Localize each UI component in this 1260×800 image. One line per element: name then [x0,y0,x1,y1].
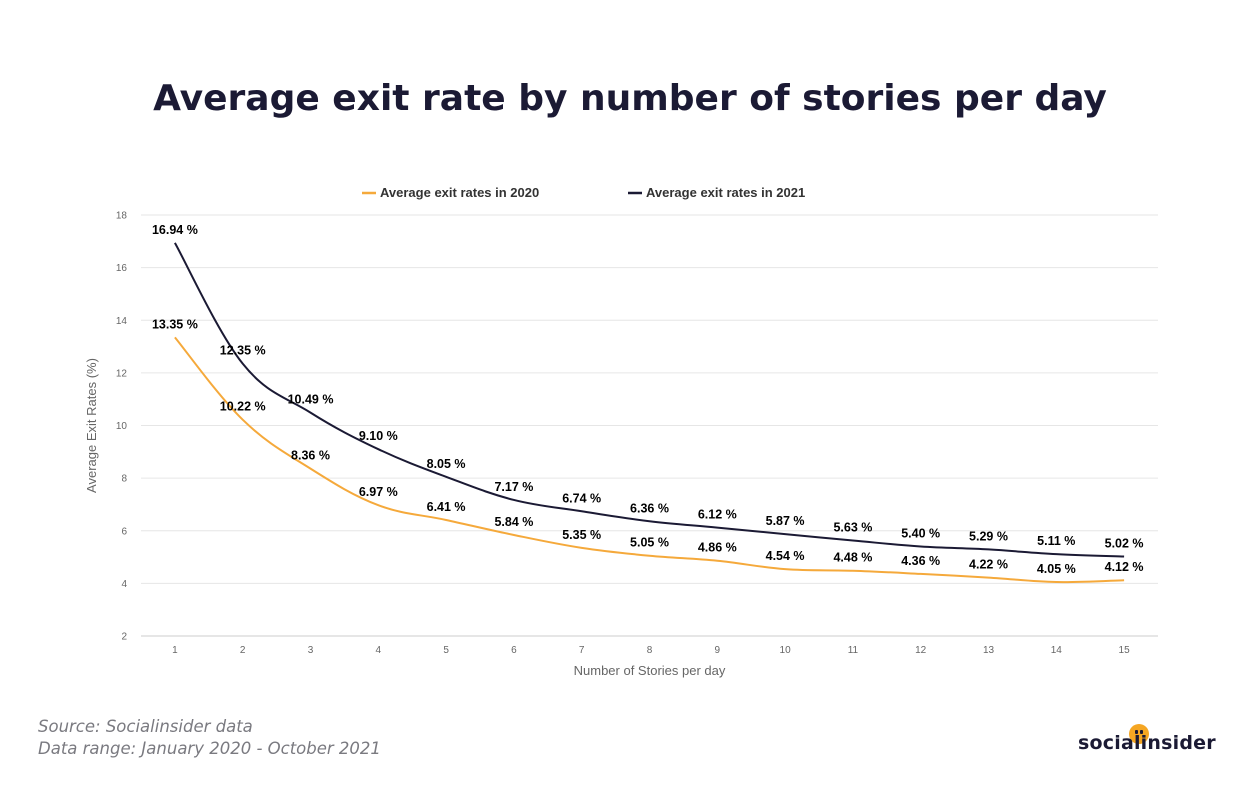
source-line: Source: Socialinsider data [38,717,253,736]
x-tick-label: 11 [848,645,859,656]
data-label: 7.17 % [494,480,533,494]
logo-eye [1135,730,1138,734]
x-tick-label: 5 [443,645,449,656]
data-label: 4.48 % [833,551,872,565]
source-note: Source: Socialinsider data Data range: J… [38,716,381,760]
data-label: 5.35 % [562,528,601,542]
data-label: 13.35 % [152,317,198,331]
data-label: 5.11 % [1037,534,1075,548]
y-tick-label: 6 [121,526,127,537]
y-tick-label: 10 [116,421,128,432]
legend-label: Average exit rates in 2020 [380,185,539,200]
data-label: 6.74 % [562,491,601,505]
chart-title: Average exit rate by number of stories p… [153,78,1107,119]
x-axis-title: Number of Stories per day [574,663,726,678]
data-label: 10.22 % [220,400,266,414]
data-label: 4.86 % [698,541,737,555]
x-tick-label: 7 [579,645,585,656]
data-label: 5.05 % [630,536,669,550]
y-tick-label: 2 [121,632,127,643]
legend-label: Average exit rates in 2021 [646,185,805,200]
data-label: 5.87 % [766,514,805,528]
series-line-2020 [174,336,1125,584]
x-tick-label: 1 [172,645,178,656]
x-tick-label: 12 [915,645,927,656]
socialinsider-logo: socialinsider [1078,722,1218,762]
data-label: 12.35 % [220,344,266,358]
x-tick-label: 13 [983,645,995,656]
y-tick-label: 4 [121,579,127,590]
y-tick-label: 8 [121,474,127,485]
data-label: 16.94 % [152,223,198,237]
x-tick-label: 15 [1119,645,1131,656]
x-tick-label: 14 [1051,645,1063,656]
x-tick-label: 9 [715,645,721,656]
data-label: 8.05 % [427,457,466,471]
data-label: 4.54 % [766,549,805,563]
x-tick-label: 10 [780,645,792,656]
data-label: 5.40 % [901,527,940,541]
y-tick-label: 18 [116,211,128,222]
data-label: 5.63 % [833,520,872,534]
y-axis-title: Average Exit Rates (%) [84,358,99,493]
y-tick-label: 12 [116,368,128,379]
data-label: 5.02 % [1105,537,1144,551]
x-tick-label: 6 [511,645,517,656]
x-tick-label: 4 [376,645,382,656]
logo-eye [1140,730,1143,734]
data-label: 6.36 % [630,501,669,515]
data-label: 5.84 % [494,515,533,529]
data-label: 4.22 % [969,558,1008,572]
x-tick-label: 8 [647,645,653,656]
data-range-line: Data range: January 2020 - October 2021 [38,739,381,758]
data-label: 8.36 % [291,449,330,463]
x-tick-label: 3 [308,645,314,656]
logo-text: socialinsider [1078,732,1216,754]
data-label: 4.36 % [901,554,940,568]
y-tick-label: 14 [116,316,128,327]
data-label: 6.41 % [427,500,466,514]
data-label: 10.49 % [288,393,334,407]
logo-face-icon [1129,724,1149,744]
data-label: 6.12 % [698,508,737,522]
data-label: 4.05 % [1037,562,1076,576]
data-label: 5.29 % [969,529,1008,543]
data-label: 4.12 % [1105,560,1144,574]
data-label: 6.97 % [359,485,398,499]
x-tick-label: 2 [240,645,246,656]
y-tick-label: 16 [116,263,128,274]
series-line-2021 [174,242,1125,558]
data-label: 9.10 % [359,429,398,443]
